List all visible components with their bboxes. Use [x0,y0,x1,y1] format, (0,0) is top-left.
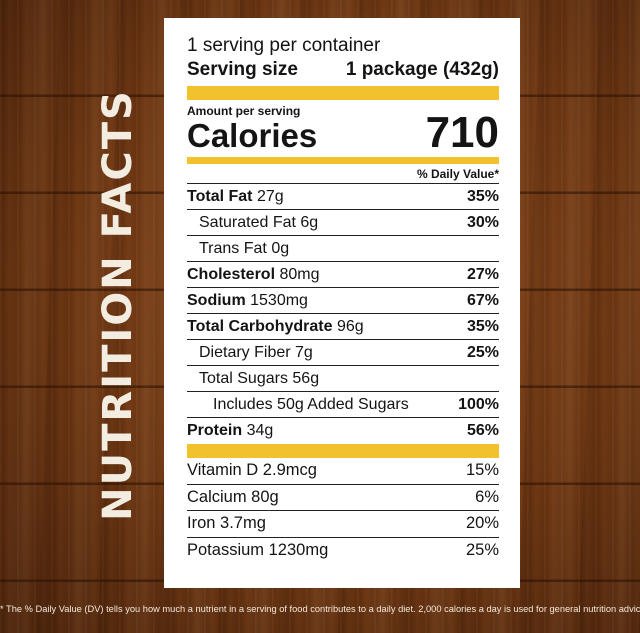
vitamin-name: Calcium 80g [187,487,279,506]
nutrient-row-sodium: Sodium 1530mg 67% [187,288,499,314]
protein-accent-bar [187,444,499,458]
serving-size-label: Serving size [187,59,298,80]
vitamin-dv: 6% [475,487,499,506]
vitamin-dv: 15% [465,461,499,480]
vitamin-row-vitamin-d: Vitamin D 2.9mcg 15% [187,458,499,485]
vitamin-row-calcium: Calcium 80g 6% [187,485,499,511]
nutrient-amount: 0g [271,239,290,257]
nutrient-dv: 35% [466,317,499,335]
nutrient-dv: 25% [466,343,499,361]
nutrient-row-cholesterol: Cholesterol 80mg 27% [187,262,499,288]
nutrient-name: Trans Fat [199,239,267,257]
vitamin-row-potassium: Potassium 1230mg 25% [187,538,499,565]
nutrient-row-trans-fat: Trans Fat 0g [187,236,499,262]
nutrient-name: Total Sugars [199,369,288,387]
nutrient-dv: 67% [466,291,499,309]
nutrient-dv: 35% [466,187,499,205]
nutrient-amount: 96g [336,317,364,335]
nutrient-name: Dietary Fiber [199,343,291,361]
nutrient-name: Includes 50g Added Sugars [213,395,409,413]
daily-value-footnote: * The % Daily Value (DV) tells you how m… [0,604,640,614]
serving-size-value: 1 package (432g) [345,59,499,80]
nutrient-dv: 56% [466,422,499,439]
calories-row: Calories 710 [187,111,499,155]
vitamin-dv: 25% [465,541,499,560]
nutrient-amount: 56g [292,369,320,387]
nutrient-row-total-sugars: Total Sugars 56g [187,366,499,392]
nutrient-amount: 27g [256,187,284,205]
nutrient-amount: 6g [300,213,319,231]
nutrient-amount: 34g [246,422,274,439]
vitamin-dv: 20% [465,514,499,533]
calories-value: 710 [425,108,499,157]
amount-per-serving: Amount per serving [187,104,301,118]
nutrient-name: Protein [187,422,243,439]
daily-value-header: % Daily Value* [187,164,499,184]
nutrient-amount: 7g [295,343,313,361]
vitamin-row-iron: Iron 3.7mg 20% [187,511,499,538]
nutrient-row-saturated-fat: Saturated Fat 6g 30% [187,210,499,236]
nutrient-row-dietary-fiber: Dietary Fiber 7g 25% [187,340,499,366]
servings-per-container: 1 serving per container [187,35,381,56]
nutrient-name: Total Carbohydrate [187,317,333,335]
nutrient-row-added-sugars: Includes 50g Added Sugars 100% [187,392,499,418]
nutrient-name: Sodium [187,291,246,309]
vitamin-name: Vitamin D 2.9mcg [187,461,317,480]
vitamin-name: Iron 3.7mg [187,514,266,533]
nutrient-dv: 30% [466,213,499,231]
serving-size-row: Serving size 1 package (432g) [187,57,499,83]
nutrient-name: Saturated Fat [199,213,296,231]
nutrient-amount: 1530mg [250,291,308,309]
nutrient-row-protein: Protein 34g 56% [187,418,499,444]
vitamin-name: Potassium 1230mg [187,541,329,560]
nutrient-dv: 27% [466,265,499,283]
nutrient-name: Cholesterol [187,265,276,283]
side-title: NUTRITION FACTS [95,89,141,521]
top-accent-bar [187,86,499,100]
nutrient-amount: 80mg [279,265,320,283]
calories-accent-bar [187,157,499,164]
nutrient-dv: 100% [458,395,499,413]
nutrient-name: Total Fat [187,187,253,205]
nutrition-label: 1 serving per container Serving size 1 p… [164,18,520,588]
nutrient-row-total-fat: Total Fat 27g 35% [187,184,499,210]
nutrient-row-total-carbohydrate: Total Carbohydrate 96g 35% [187,314,499,340]
calories-label: Calories [187,117,318,154]
